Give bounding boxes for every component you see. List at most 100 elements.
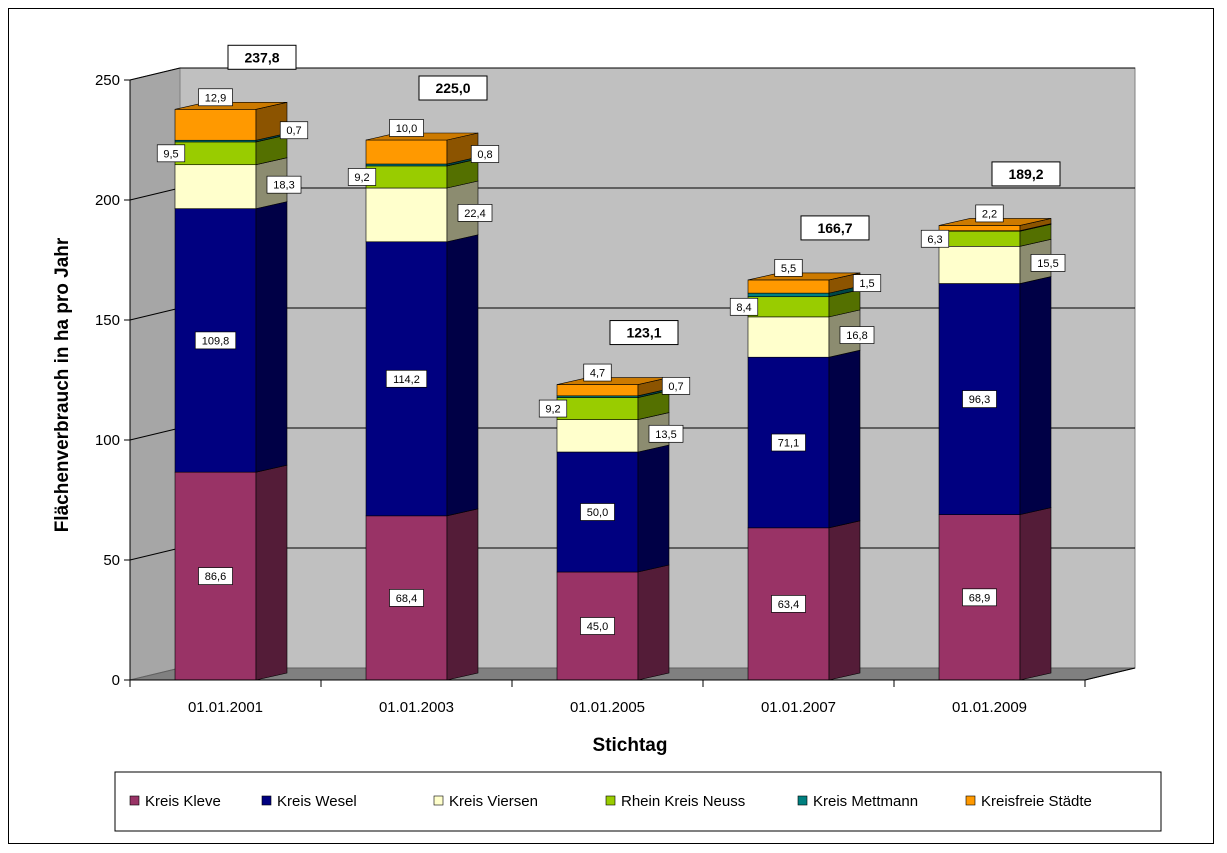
bar-front (938, 225, 1021, 232)
total-text: 237,8 (244, 49, 279, 65)
data-label-box (661, 376, 691, 395)
data-label-text: 86,6 (205, 571, 226, 583)
bar-side (1019, 276, 1052, 516)
bar-front (365, 165, 448, 189)
data-label: 0,7 (279, 121, 309, 140)
data-label-text: 12,9 (205, 92, 226, 104)
bar-segment (365, 234, 479, 517)
legend-label: Kreis Wesel (277, 793, 357, 810)
x-axis-title: Stichtag (593, 735, 668, 756)
legend-item: Kreis Kleve (129, 793, 221, 810)
data-labels: 86,6 109,8 18,3 9,5 0,7 12,9 237,8 68,4 114,2 22,… (156, 44, 1066, 635)
bar-front (174, 141, 257, 166)
legend-swatch (797, 795, 808, 806)
data-label-text: 45,0 (587, 621, 608, 633)
data-label-text: 10,0 (396, 123, 417, 135)
data-label: 114,2 (385, 369, 428, 388)
bar-front (938, 246, 1021, 284)
x-tick-label: 01.01.2009 (952, 699, 1027, 716)
bar-front (365, 187, 448, 243)
bar-segment (365, 180, 479, 243)
data-label: 50,0 (580, 503, 615, 521)
legend-label: Rhein Kreis Neuss (621, 793, 745, 810)
data-label-box (580, 617, 615, 635)
bar-front (747, 292, 830, 298)
data-label: 13,5 (648, 424, 684, 443)
bar-front (747, 279, 830, 294)
legend-swatch (605, 795, 616, 806)
axes: 0 50 100 150 200 250 01.01.2001 01.01.2003 01.01… (95, 72, 1136, 716)
bar-segment (365, 132, 479, 165)
data-label-text: 114,2 (393, 374, 420, 386)
data-label-text: 68,9 (969, 592, 990, 604)
data-label: 9,2 (538, 399, 568, 418)
bar-segment (174, 134, 288, 166)
data-label: 109,8 (194, 331, 237, 350)
data-label-text: 2,2 (982, 208, 997, 220)
legend-item: Kreis Mettmann (797, 793, 918, 810)
bar-side (1019, 507, 1052, 681)
bar-segment (556, 412, 670, 453)
data-label-text: 13,5 (655, 429, 676, 441)
total-label: 189,2 (991, 161, 1061, 187)
data-label: 1,5 (852, 274, 882, 292)
gridline-side (129, 67, 181, 81)
data-label-box (962, 390, 997, 408)
data-label-box (198, 88, 233, 107)
data-label-text: 16,8 (846, 330, 867, 342)
gridline-side (129, 307, 181, 321)
bar-segment (556, 388, 670, 398)
total-text: 225,0 (435, 80, 470, 96)
data-label-text: 63,4 (778, 599, 799, 611)
data-label-box (194, 331, 237, 350)
data-label-box (198, 567, 233, 585)
x-tick-label: 01.01.2005 (570, 699, 645, 716)
data-label: 68,9 (962, 588, 997, 607)
legend-label: Kreisfreie Städte (981, 793, 1092, 810)
bar-segment (938, 507, 1052, 681)
legend-swatch (433, 795, 444, 806)
data-label-box (347, 168, 377, 186)
total-box (991, 161, 1061, 187)
legend-box (114, 771, 1162, 832)
legend-item: Kreis Viersen (433, 793, 538, 810)
data-label-text: 8,4 (736, 302, 751, 314)
legend-label: Kreis Mettmann (813, 793, 918, 810)
data-label-box (852, 274, 882, 292)
data-label-text: 50,0 (587, 507, 608, 519)
data-label-text: 0,8 (477, 149, 492, 161)
data-label-box (920, 229, 950, 248)
data-label-box (975, 204, 1004, 223)
data-label: 12,9 (198, 88, 233, 107)
data-label-text: 0,7 (286, 125, 301, 137)
total-text: 166,7 (817, 220, 852, 236)
bar-side (446, 234, 479, 517)
bar-segment (365, 158, 479, 189)
data-label-box (457, 204, 493, 222)
data-label-text: 18,3 (273, 180, 294, 192)
bar-segment (747, 289, 861, 318)
x-tick-label: 01.01.2001 (188, 699, 263, 716)
data-label: 6,3 (920, 229, 950, 248)
bar-side (255, 201, 288, 473)
data-label: 15,5 (1030, 254, 1066, 272)
bar-stacks (174, 101, 1052, 681)
x-tick-label: 01.01.2003 (379, 699, 454, 716)
data-label: 9,2 (347, 168, 377, 186)
data-label: 86,6 (198, 567, 233, 585)
data-label: 0,7 (661, 376, 691, 395)
data-label-box (583, 363, 612, 382)
y-tick-label: 200 (95, 192, 120, 209)
total-label: 237,8 (227, 44, 297, 70)
bar-front (938, 230, 1021, 247)
y-axis-title: Flächenverbrauch in ha pro Jahr (52, 237, 73, 532)
bar-front (747, 316, 830, 358)
data-label: 18,3 (266, 175, 302, 194)
y-tick-label: 50 (103, 552, 120, 569)
legend-swatch (965, 795, 976, 806)
data-label: 4,7 (583, 363, 612, 382)
data-label: 0,8 (470, 145, 500, 163)
total-box (800, 215, 870, 241)
gridline-side (129, 427, 181, 441)
bar-segment (747, 349, 861, 529)
